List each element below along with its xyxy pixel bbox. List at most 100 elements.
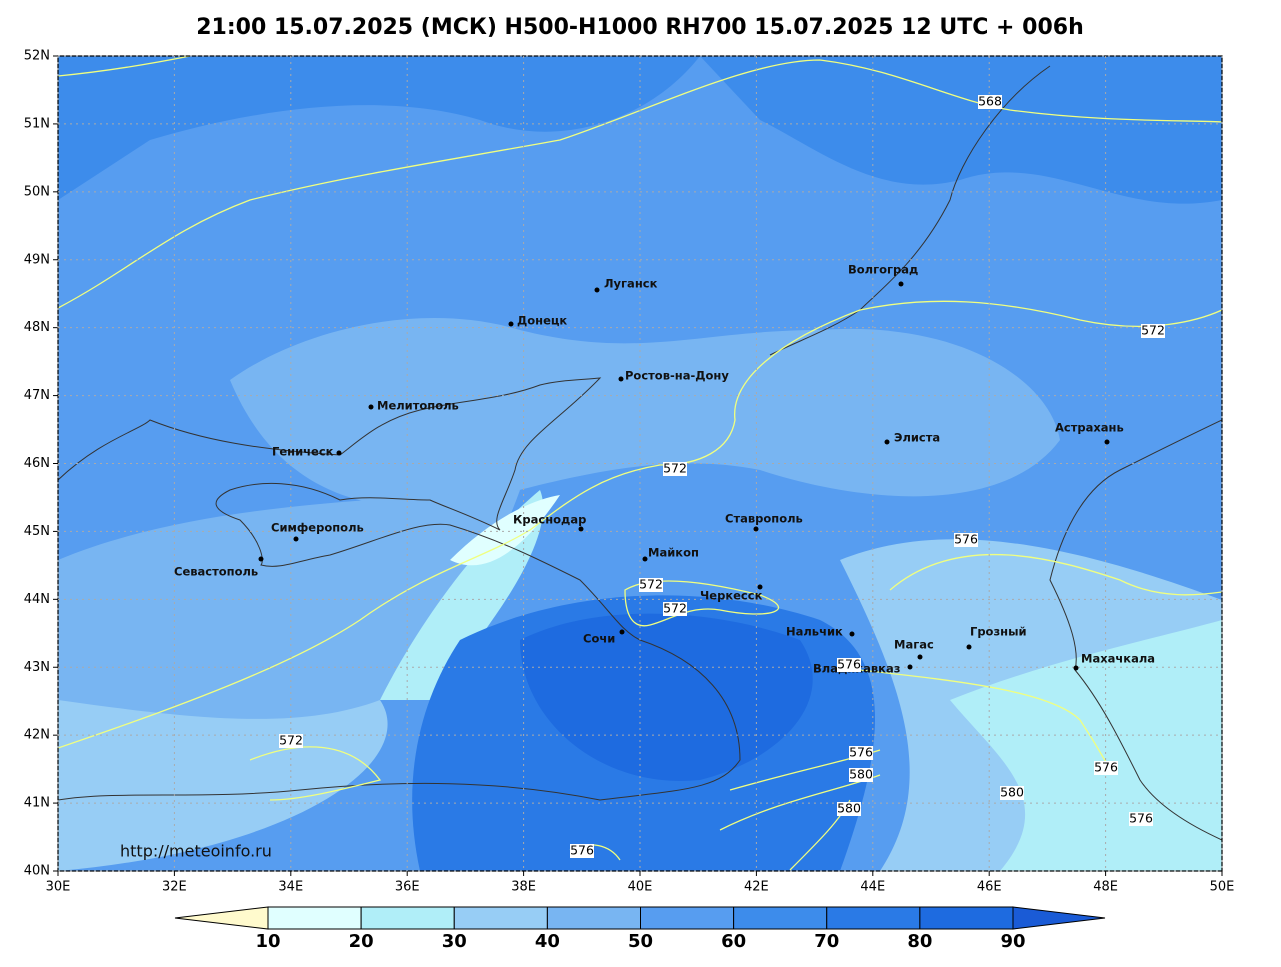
lon-label: 32E <box>162 880 187 895</box>
city-label: Махачкала <box>1081 652 1155 666</box>
contour-label: 576 <box>1129 811 1153 826</box>
city-dot <box>917 654 923 660</box>
contour-label: 576 <box>954 532 978 547</box>
city-dot <box>578 526 584 532</box>
city-dot <box>898 281 904 287</box>
contour-label-bg <box>1141 324 1165 338</box>
contour-label: 580 <box>1000 785 1024 800</box>
title: 21:00 15.07.2025 (МСК) H500-H1000 RH700 … <box>196 15 1083 40</box>
lat-label: 42N <box>24 728 50 743</box>
contour-label-bg <box>837 802 861 816</box>
contour-label: 572 <box>279 733 303 748</box>
contour-label-bg <box>570 844 594 858</box>
city-label: Ставрополь <box>725 512 803 526</box>
city-dot <box>884 439 890 445</box>
colorbar-label: 40 <box>535 931 560 952</box>
contour-label-bg <box>837 658 861 672</box>
lon-label: 34E <box>278 880 303 895</box>
lat-label: 51N <box>24 116 50 131</box>
lat-label: 49N <box>24 252 50 267</box>
colorbar-swatch <box>453 906 548 930</box>
city-label: Ростов-на-Дону <box>625 369 729 383</box>
city-dot <box>293 536 299 542</box>
contour-label-bg <box>1094 761 1118 775</box>
lon-label: 38E <box>511 880 536 895</box>
city-label: Магас <box>894 638 934 652</box>
city-dot <box>368 404 374 410</box>
lon-label: 48E <box>1093 880 1118 895</box>
lat-label: 40N <box>24 864 50 879</box>
city-dot <box>757 584 763 590</box>
colorbar-label: 20 <box>349 931 374 952</box>
lat-label: 48N <box>24 320 50 335</box>
city-dot <box>336 450 342 456</box>
lat-label: 52N <box>24 49 50 64</box>
contour-label-bg <box>1000 786 1024 800</box>
lon-label: 30E <box>46 880 71 895</box>
contour-label: 572 <box>639 577 663 592</box>
contour-label: 580 <box>837 801 861 816</box>
lat-label: 46N <box>24 456 50 471</box>
colorbar-label: 80 <box>907 931 932 952</box>
coastlines <box>58 65 1222 841</box>
credit: http://meteoinfo.ru <box>120 842 272 861</box>
city-label: Мелитополь <box>377 399 459 413</box>
lon-label: 44E <box>860 880 885 895</box>
contour-label: 572 <box>1141 323 1165 338</box>
city-dot <box>508 321 514 327</box>
colorbar-swatch <box>733 906 828 930</box>
city-dot <box>618 376 624 382</box>
city-label: Астрахань <box>1055 421 1124 435</box>
city-label: Волгоград <box>848 263 918 277</box>
lat-label: 47N <box>24 388 50 403</box>
city-dot <box>1073 665 1079 671</box>
contour-label-bg <box>663 462 687 476</box>
city-label: Донецк <box>517 314 567 328</box>
city-label: Элиста <box>894 431 940 445</box>
contour-label-bg <box>639 578 663 592</box>
city-label: Краснодар <box>513 513 586 527</box>
lon-label: 42E <box>744 880 769 895</box>
colorbar-label: 90 <box>1000 931 1025 952</box>
lat-label: 45N <box>24 524 50 539</box>
colorbar-swatch <box>267 906 362 930</box>
contour-label: 568 <box>978 94 1002 109</box>
colorbar-swatch <box>919 906 1014 930</box>
contour-label: 572 <box>663 461 687 476</box>
city-label: Симферополь <box>271 521 364 535</box>
colorbar-label: 30 <box>442 931 467 952</box>
city-label: Геническ <box>272 445 334 459</box>
city-label: Сочи <box>583 632 615 646</box>
lat-label: 41N <box>24 796 50 811</box>
lon-label: 40E <box>628 880 653 895</box>
contour-label: 576 <box>837 657 861 672</box>
colorbar-swatch <box>174 906 269 930</box>
colorbar-swatch <box>360 906 455 930</box>
contour-label: 580 <box>849 767 873 782</box>
colorbar-label: 60 <box>721 931 746 952</box>
contour-label-bg <box>849 746 873 760</box>
city-label: Нальчик <box>786 625 843 639</box>
contour-label-bg <box>849 768 873 782</box>
lat-label: 44N <box>24 592 50 607</box>
city-dot <box>966 644 972 650</box>
city-label: Луганск <box>604 277 658 291</box>
city-dot <box>619 629 625 635</box>
city-dot <box>849 631 855 637</box>
lon-label: 46E <box>977 880 1002 895</box>
lon-label: 50E <box>1210 880 1235 895</box>
colorbar-swatch <box>826 906 921 930</box>
contour-label-bg <box>279 734 303 748</box>
colorbar-swatch <box>1012 906 1106 930</box>
contour-label: 572 <box>663 601 687 616</box>
city-label: Черкесск <box>700 589 763 603</box>
colorbar-label: 50 <box>628 931 653 952</box>
city-dot <box>642 556 648 562</box>
contour-label-bg <box>954 533 978 547</box>
colorbar-label: 10 <box>255 931 280 952</box>
city-label: Грозный <box>970 625 1027 639</box>
city-dot <box>1104 439 1110 445</box>
colorbar-swatch <box>546 906 641 930</box>
contour-label: 576 <box>570 843 594 858</box>
